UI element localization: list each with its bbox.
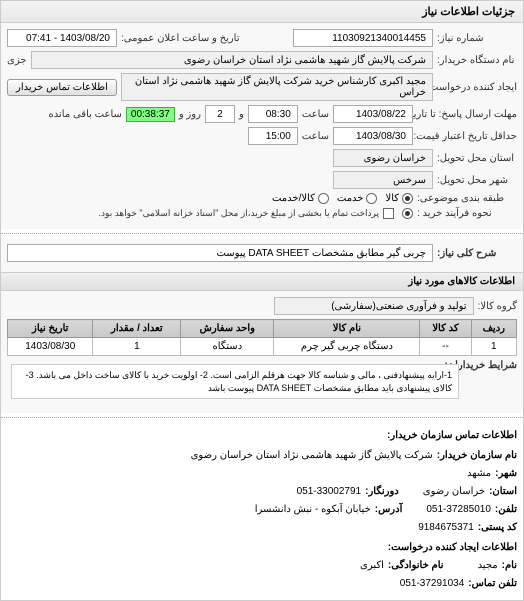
branch-value: شرکت پالایش گاز شهید هاشمی نژاد استان خر… — [31, 51, 433, 69]
payment-radio[interactable] — [402, 208, 413, 219]
org-label: نام سازمان خریدار: — [437, 448, 517, 464]
org-value: شرکت پالایش گاز شهید هاشمی نژاد استان خر… — [191, 448, 433, 464]
request-creator-title: اطلاعات ایجاد کننده درخواست: — [388, 540, 517, 556]
main-container: جزئیات اطلاعات نیاز شماره نیاز: 11030921… — [0, 0, 524, 601]
cell-row: 1 — [471, 338, 516, 356]
response-date: 1403/08/22 — [333, 105, 413, 123]
cell-name: دستگاه چربی گیر چرم — [274, 338, 420, 356]
postal-value: 9184675371 — [418, 520, 474, 536]
radio-goods-label: کالا — [385, 193, 399, 204]
col-qty: تعداد / مقدار — [93, 320, 181, 338]
lastname-value: اکبری — [360, 558, 384, 574]
countdown-timer: 00:38:37 — [126, 107, 175, 122]
radio-cash-circle — [318, 193, 329, 204]
creator-label: ایجاد کننده درخواست: — [437, 82, 517, 93]
payment-note: پرداخت تمام یا بخشی از مبلغ خرید،از محل … — [99, 208, 379, 219]
city-value: سرخس — [333, 171, 433, 189]
request-number-label: شماره نیاز: — [437, 33, 517, 44]
cell-date: 1403/08/30 — [8, 338, 93, 356]
radio-service-label: خدمت — [337, 193, 364, 204]
col-date: تاریخ نیاز — [8, 320, 93, 338]
header-title: جزئیات اطلاعات نیاز — [1, 1, 523, 23]
radio-cash[interactable]: کالا/خدمت — [272, 193, 329, 204]
validity-time: 15:00 — [248, 127, 298, 145]
province-value: خراسان رضوی — [333, 149, 433, 167]
partial-label: جزی — [7, 55, 27, 66]
name-value: مجید — [478, 558, 498, 574]
time-label-2: ساعت — [302, 131, 329, 142]
and-label: و — [239, 109, 244, 120]
contact-city-value: مشهد — [467, 466, 491, 482]
need-title-label: شرح کلی نیاز: — [437, 248, 517, 259]
validity-label: حداقل تاریخ اعتبار قیمت: تا تاریخ: — [417, 131, 517, 142]
days-value: 2 — [205, 105, 235, 123]
conditions-label: شرایط خریداران: — [467, 360, 517, 371]
goods-section-title: اطلاعات کالاهای مورد نیاز — [1, 272, 523, 291]
contact-section: اطلاعات تماس سازمان خریدار: نام سازمان خ… — [1, 422, 523, 600]
time-label-1: ساعت — [302, 109, 329, 120]
fax-label: دورنگار: — [365, 484, 399, 500]
creator-value: مجید اکبری کارشناس خرید شرکت پالایش گاز … — [121, 73, 433, 101]
radio-goods[interactable]: کالا — [385, 193, 413, 204]
cell-unit: دستگاه — [181, 338, 274, 356]
radio-service-circle — [366, 193, 377, 204]
days-label: روز و — [179, 109, 201, 120]
payment-checkbox[interactable] — [383, 208, 394, 219]
phone-label: تلفن: — [495, 502, 517, 518]
province-label: استان محل تحویل: — [437, 153, 517, 164]
announcement-date: 1403/08/20 - 07:41 — [7, 29, 117, 47]
need-title-value: چربی گیر مطابق مشخصات DATA SHEET پیوست — [7, 244, 433, 262]
remaining-label: ساعت باقی مانده — [49, 109, 122, 120]
response-deadline-label: مهلت ارسال پاسخ: تا تاریخ: — [417, 109, 517, 120]
response-time: 08:30 — [248, 105, 298, 123]
col-code: کد کالا — [420, 320, 471, 338]
divider-1 — [1, 233, 523, 234]
col-unit: واحد سفارش — [181, 320, 274, 338]
cell-qty: 1 — [93, 338, 181, 356]
city-label: شهر محل تحویل: — [437, 175, 517, 186]
announcement-label: تاریخ و ساعت اعلان عمومی: — [121, 33, 240, 44]
branch-label: نام دستگاه خریدار: — [437, 55, 517, 66]
subject-type-radios: کالا خدمت کالا/خدمت — [272, 193, 413, 204]
address-label: آدرس: — [375, 502, 403, 518]
budget-label: طبقه بندی موضوعی: — [417, 193, 517, 204]
contact-info-button[interactable]: اطلاعات تماس خریدار — [7, 79, 117, 96]
form-section: شماره نیاز: 11030921340014455 تاریخ و سا… — [1, 23, 523, 229]
postal-label: کد پستی: — [478, 520, 517, 536]
contact-section-title: اطلاعات تماس سازمان خریدار: — [387, 428, 517, 444]
address-value: خیابان آبکوه - نبش دانشسرا — [255, 502, 371, 518]
goods-group-value: تولید و فرآوری صنعتی(سفارشی) — [274, 297, 474, 315]
phone-value: 051-37285010 — [426, 502, 491, 518]
table-row[interactable]: 1 -- دستگاه چربی گیر چرم دستگاه 1 1403/0… — [8, 338, 517, 356]
contact-city-label: شهر: — [495, 466, 517, 482]
col-name: نام کالا — [274, 320, 420, 338]
request-number-value: 11030921340014455 — [293, 29, 433, 47]
radio-goods-circle — [402, 193, 413, 204]
divider-2 — [1, 417, 523, 418]
contact-phone-label: تلفن تماس: — [468, 576, 517, 592]
payment-label: نحوه فرآیند خرید : — [417, 208, 517, 219]
cell-code: -- — [420, 338, 471, 356]
validity-date: 1403/08/30 — [333, 127, 413, 145]
lastname-label: نام خانوادگی: — [388, 558, 444, 574]
col-row: ردیف — [471, 320, 516, 338]
radio-service[interactable]: خدمت — [337, 193, 378, 204]
goods-table: ردیف کد کالا نام کالا واحد سفارش تعداد /… — [7, 319, 517, 356]
name-label: نام: — [502, 558, 517, 574]
contact-province-label: استان: — [489, 484, 517, 500]
fax-value: 051-33002791 — [297, 484, 362, 500]
conditions-text: 1-ارایه پیشنهادفنی ، مالی و شناسه کالا ج… — [11, 364, 459, 399]
contact-province-value: خراسان رضوی — [423, 484, 485, 500]
goods-group-label: گروه کالا: — [478, 301, 517, 312]
contact-phone-value: 051-37291034 — [400, 576, 465, 592]
radio-cash-label: کالا/خدمت — [272, 193, 315, 204]
